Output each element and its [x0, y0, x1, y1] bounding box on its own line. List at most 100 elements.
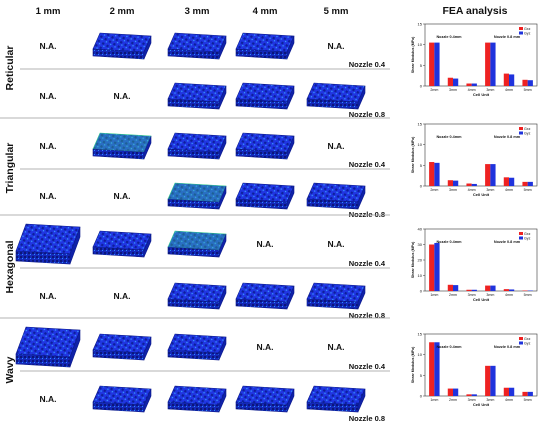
- lattice-specimen: [92, 230, 152, 258]
- x-tick-label: 1mm: [430, 293, 438, 297]
- fea-charts: 0 5 10 15 Shear Modulus (MPa) 2mm 3mm 4mm 3mm 4mm…: [411, 22, 538, 407]
- legend-swatch: [519, 131, 523, 135]
- legend-label: Gyz: [524, 31, 531, 35]
- na-label: N.A.: [257, 239, 274, 249]
- fea-chart-reticular: 0 5 10 15 Shear Modulus (MPa) 2mm 3mm 4mm 3mm 4mm…: [411, 22, 538, 97]
- na-label: N.A.: [328, 239, 345, 249]
- x-tick-label: 2mm: [449, 293, 457, 297]
- nozzle-label: Nozzle 0.4: [349, 259, 386, 268]
- plot-frame: [424, 23, 538, 87]
- y-tick-label: 15: [418, 122, 423, 127]
- x-axis-label: Cell Unit: [473, 402, 490, 407]
- bar-gyz: [490, 365, 496, 396]
- bar-gyz: [490, 42, 496, 86]
- fea-chart-wavy: 0 5 10 15 Shear Modulus (MPa) 1mm 2mm 3mm 3mm 4mm…: [411, 332, 538, 407]
- y-axis-label: Shear Modulus (MPa): [411, 136, 415, 173]
- y-tick-label: 0: [420, 84, 423, 89]
- lattice-specimen: [92, 32, 152, 60]
- bar-gxz: [522, 391, 528, 396]
- lattice-specimen: [235, 282, 295, 310]
- legend-swatch: [519, 236, 523, 240]
- bar-gxz: [503, 177, 509, 186]
- nozzle-label: Nozzle 0.4: [349, 362, 386, 371]
- bar-gxz: [429, 42, 435, 86]
- bar-gxz: [503, 289, 509, 291]
- bar-gyz: [453, 285, 459, 291]
- lattice-specimen: [167, 333, 227, 361]
- bar-gxz: [485, 365, 491, 396]
- x-tick-label: 5mm: [524, 188, 532, 192]
- bar-gyz: [434, 342, 440, 396]
- lattice-specimen: [167, 182, 227, 210]
- nozzle-annotation: Nozzle 0.4mm: [436, 345, 462, 349]
- x-tick-label: 3mm: [449, 188, 457, 192]
- nozzle-annotation: Nozzle 0.8 mm: [494, 35, 521, 39]
- bar-gxz: [466, 289, 472, 291]
- legend-swatch: [519, 232, 523, 235]
- lattice-group-wavy: Wavy N.A. N.A. Nozzle 0.4 N.A. Nozzle 0.8: [0, 317, 390, 423]
- na-label: N.A.: [40, 394, 57, 404]
- bar-gxz: [485, 285, 491, 291]
- lattice-specimen: [235, 385, 295, 413]
- bar-gxz: [447, 388, 453, 396]
- lattice-specimen: [167, 132, 227, 160]
- na-label: N.A.: [114, 91, 131, 101]
- fea-chart-triangular: 0 5 10 15 Shear Modulus (MPa) 2mm 3mm 4mm 3mm 4mm…: [411, 122, 538, 197]
- legend-swatch: [519, 337, 523, 340]
- legend-label: Gyz: [524, 131, 531, 135]
- lattice-specimen: [235, 132, 295, 160]
- na-label: N.A.: [114, 291, 131, 301]
- nozzle-annotation: Nozzle 0.4mm: [436, 135, 462, 139]
- y-tick-label: 5: [420, 163, 423, 168]
- bar-gxz: [503, 387, 509, 396]
- group-label: Wavy: [4, 356, 16, 383]
- y-tick-label: 5: [420, 63, 423, 68]
- nozzle-annotation: Nozzle 0.4mm: [436, 35, 462, 39]
- na-label: N.A.: [40, 41, 57, 51]
- y-tick-label: 10: [418, 352, 423, 357]
- legend-swatch: [519, 31, 523, 35]
- x-tick-label: 2mm: [430, 188, 438, 192]
- legend-label: Gxz: [524, 27, 531, 31]
- legend-swatch: [519, 341, 523, 345]
- lattice-specimen: [235, 82, 295, 110]
- y-tick-label: 0: [420, 289, 423, 294]
- legend-label: Gxz: [524, 127, 531, 131]
- x-tick-label: 4mm: [468, 188, 476, 192]
- bar-gyz: [434, 162, 440, 186]
- bar-gxz: [447, 180, 453, 186]
- bar-gyz: [471, 183, 477, 186]
- column-header-2mm: 2 mm: [110, 6, 135, 17]
- legend-swatch: [519, 127, 523, 130]
- bar-gxz: [485, 42, 491, 86]
- lattice-specimen: [15, 223, 81, 265]
- nozzle-annotation: Nozzle 0.4mm: [436, 240, 462, 244]
- y-tick-label: 0: [420, 394, 423, 399]
- bar-gxz: [522, 79, 528, 86]
- bar-gyz: [490, 285, 496, 291]
- lattice-specimen: [92, 132, 152, 160]
- na-label: N.A.: [40, 141, 57, 151]
- bar-gyz: [434, 42, 440, 86]
- lattice-specimen: [92, 333, 152, 361]
- nozzle-annotation: Nozzle 0.8 mm: [494, 345, 521, 349]
- x-tick-label: 3mm: [468, 398, 476, 402]
- column-header-3mm: 3 mm: [185, 6, 210, 17]
- bar-gyz: [471, 83, 477, 86]
- y-axis-label: Shear Modulus (MPa): [411, 241, 415, 278]
- bar-gyz: [527, 80, 533, 86]
- na-label: N.A.: [328, 141, 345, 151]
- x-tick-label: 5mm: [524, 293, 532, 297]
- x-tick-label: 4mm: [505, 398, 513, 402]
- plot-frame: [424, 123, 538, 187]
- nozzle-annotation: Nozzle 0.8 mm: [494, 240, 521, 244]
- x-tick-label: 3mm: [486, 293, 494, 297]
- y-tick-label: 20: [418, 258, 423, 263]
- column-header-5mm: 5 mm: [324, 6, 349, 17]
- na-label: N.A.: [328, 41, 345, 51]
- bar-gyz: [434, 242, 440, 291]
- lattice-group-triangular: Triangular N.A. N.A. Nozzle 0.4 N.A. N.A. Nozz…: [0, 117, 390, 219]
- y-tick-label: 10: [418, 42, 423, 47]
- lattice-specimen: [306, 82, 366, 110]
